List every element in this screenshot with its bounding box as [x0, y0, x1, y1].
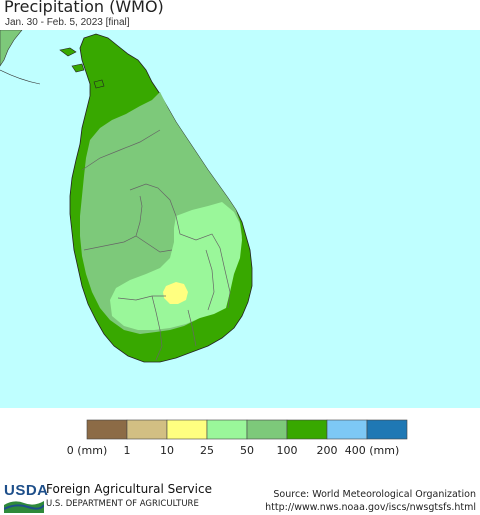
- source-line: Source: World Meteorological Organizatio…: [265, 488, 476, 501]
- legend-swatch-25-50: [207, 420, 247, 439]
- legend-swatches: [87, 420, 407, 439]
- legend-label-25: 25: [200, 444, 214, 457]
- legend-label-1: 1: [124, 444, 131, 457]
- legend-swatch-50-100: [247, 420, 287, 439]
- legend-swatch-0-1: [87, 420, 127, 439]
- agency-name: Foreign Agricultural Service: [46, 482, 212, 496]
- legend-swatch-10-25: [167, 420, 207, 439]
- legend-swatch-200-400: [327, 420, 367, 439]
- legend-swatch-100-200: [287, 420, 327, 439]
- precipitation-map: [0, 30, 480, 408]
- legend-label-200: 200: [317, 444, 338, 457]
- usda-branding: USDA Foreign Agricultural Service U.S. D…: [4, 480, 234, 514]
- data-source: Source: World Meteorological Organizatio…: [265, 488, 476, 514]
- legend-label-0: 0 (mm): [67, 444, 108, 457]
- precipitation-legend: 0 (mm) 1 10 25 50 100 200 400 (mm): [0, 408, 480, 468]
- source-url: http://www.nws.noaa.gov/iscs/nwsgtsfs.ht…: [265, 501, 476, 514]
- usda-logo-text: USDA: [4, 482, 49, 499]
- legend-label-10: 10: [160, 444, 174, 457]
- map-subtitle: Jan. 30 - Feb. 5, 2023 [final]: [5, 17, 130, 28]
- legend-label-400: 400 (mm): [345, 444, 400, 457]
- legend-label-50: 50: [240, 444, 254, 457]
- legend-swatch-400-plus: [367, 420, 407, 439]
- department-name: U.S. DEPARTMENT OF AGRICULTURE: [46, 499, 199, 509]
- map-title: Precipitation (WMO): [4, 0, 164, 16]
- legend-swatch-1-10: [127, 420, 167, 439]
- legend-label-100: 100: [277, 444, 298, 457]
